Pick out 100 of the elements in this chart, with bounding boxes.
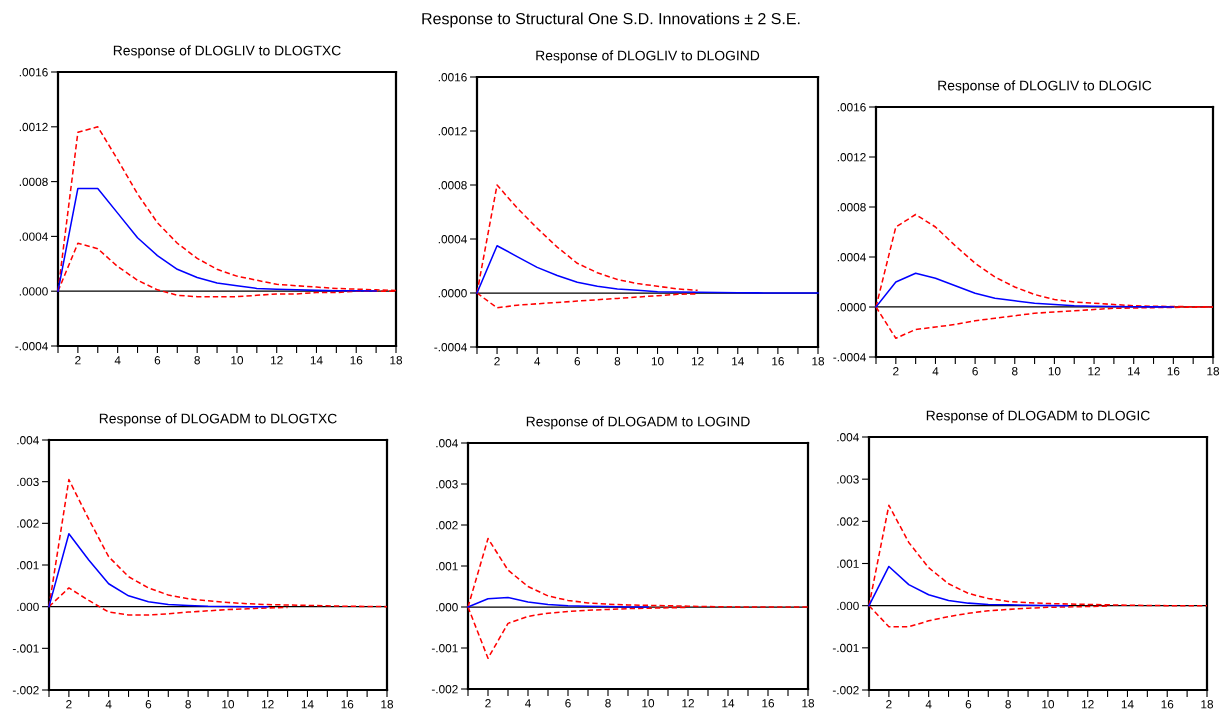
x-tick-label: 8 bbox=[605, 699, 611, 708]
x-tick-label: 2 bbox=[66, 700, 72, 709]
y-tick-label: .000 bbox=[436, 603, 458, 612]
x-tick-label: 12 bbox=[691, 357, 704, 366]
x-tick-label: 14 bbox=[1128, 367, 1140, 376]
y-tick-label: .004 bbox=[436, 439, 458, 448]
y-tick-label: .003 bbox=[17, 477, 39, 487]
x-tick-label: 4 bbox=[105, 700, 112, 709]
x-tick-label: 10 bbox=[1048, 367, 1061, 376]
x-tick-label: 4 bbox=[534, 357, 541, 366]
y-tick-label: .0016 bbox=[19, 68, 48, 77]
y-tick-label: .0000 bbox=[438, 289, 467, 298]
y-tick-label: .002 bbox=[837, 517, 859, 526]
x-tick-label: 16 bbox=[1167, 367, 1180, 376]
y-tick-label: .003 bbox=[436, 480, 458, 489]
y-tick-label: .004 bbox=[837, 433, 859, 442]
x-tick-label: 2 bbox=[494, 357, 500, 366]
x-tick-label: 18 bbox=[802, 699, 815, 708]
x-tick-label: 14 bbox=[310, 356, 323, 365]
y-tick-label: .0012 bbox=[438, 127, 467, 136]
y-tick-label: .0016 bbox=[438, 73, 467, 82]
y-tick-label: .001 bbox=[837, 559, 859, 568]
y-tick-label: -.0004 bbox=[15, 342, 48, 351]
y-tick-label: .001 bbox=[436, 562, 458, 571]
y-tick-label: .0008 bbox=[19, 177, 48, 186]
x-tick-label: 18 bbox=[381, 700, 394, 709]
x-tick-label: 2 bbox=[485, 699, 491, 708]
x-tick-label: 4 bbox=[925, 700, 932, 709]
chart-title: Response of DLOGADM to LOGIND bbox=[526, 416, 750, 430]
y-tick-label: -.0004 bbox=[833, 353, 866, 362]
chart-title: Response of DLOGADM to DLOGIC bbox=[926, 410, 1150, 424]
x-tick-label: 6 bbox=[972, 367, 978, 376]
y-tick-label: -.002 bbox=[832, 686, 859, 695]
y-tick-label: .0000 bbox=[837, 303, 866, 312]
x-tick-label: 10 bbox=[642, 699, 655, 708]
x-tick-label: 10 bbox=[231, 356, 244, 365]
x-tick-label: 18 bbox=[1201, 700, 1214, 709]
chart-title: Response of DLOGLIV to DLOGIND bbox=[536, 50, 760, 64]
y-tick-label: .003 bbox=[837, 475, 859, 484]
x-tick-label: 2 bbox=[75, 356, 81, 365]
y-tick-label: .002 bbox=[17, 519, 39, 528]
y-tick-label: .000 bbox=[837, 601, 859, 611]
y-tick-label: .0016 bbox=[837, 103, 866, 112]
y-tick-label: .001 bbox=[17, 561, 39, 570]
y-tick-label: .004 bbox=[17, 436, 39, 445]
x-tick-label: 10 bbox=[651, 357, 664, 366]
y-tick-label: .0008 bbox=[837, 203, 866, 212]
x-tick-label: 12 bbox=[682, 699, 694, 708]
x-tick-label: 12 bbox=[271, 356, 283, 365]
y-tick-label: -.001 bbox=[12, 644, 39, 653]
y-tick-label: .0004 bbox=[837, 253, 866, 262]
x-tick-label: 8 bbox=[1005, 700, 1011, 709]
x-tick-label: 8 bbox=[1011, 367, 1018, 376]
x-tick-label: 8 bbox=[194, 356, 200, 365]
y-tick-label: .0000 bbox=[19, 287, 48, 296]
x-tick-label: 6 bbox=[574, 357, 581, 366]
y-tick-label: .0012 bbox=[837, 153, 866, 162]
x-tick-label: 4 bbox=[524, 699, 531, 708]
x-tick-label: 12 bbox=[1088, 367, 1101, 376]
y-tick-label: -.0004 bbox=[434, 343, 467, 352]
x-tick-label: 10 bbox=[222, 700, 235, 709]
x-tick-label: 6 bbox=[145, 700, 152, 709]
x-tick-label: 12 bbox=[1082, 700, 1094, 709]
chart-title: Response of DLOGLIV to DLOGTXC bbox=[113, 45, 341, 59]
x-tick-label: 18 bbox=[390, 356, 403, 365]
x-tick-label: 12 bbox=[262, 700, 274, 709]
y-tick-label: -.002 bbox=[431, 685, 458, 694]
x-tick-label: 18 bbox=[1207, 367, 1220, 376]
y-tick-label: .0012 bbox=[19, 122, 48, 132]
y-tick-label: -.001 bbox=[832, 643, 859, 653]
x-tick-label: 8 bbox=[614, 357, 621, 366]
x-tick-label: 4 bbox=[932, 367, 939, 376]
chart-title: Response of DLOGLIV to DLOGIC bbox=[938, 80, 1152, 94]
x-tick-label: 16 bbox=[341, 700, 354, 709]
y-tick-label: .0004 bbox=[438, 235, 467, 244]
x-tick-label: 16 bbox=[762, 699, 775, 708]
y-tick-label: .0008 bbox=[438, 181, 467, 190]
x-tick-label: 16 bbox=[1161, 700, 1174, 709]
x-tick-label: 2 bbox=[886, 700, 892, 709]
y-tick-label: -.001 bbox=[431, 644, 458, 653]
y-tick-label: .002 bbox=[436, 521, 458, 530]
x-tick-label: 16 bbox=[350, 356, 363, 365]
x-tick-label: 10 bbox=[1042, 700, 1055, 709]
x-tick-label: 14 bbox=[732, 357, 744, 366]
x-tick-label: 16 bbox=[772, 357, 784, 366]
x-tick-label: 14 bbox=[1121, 700, 1134, 709]
x-tick-label: 8 bbox=[185, 700, 191, 709]
x-tick-label: 18 bbox=[812, 357, 825, 366]
chart-title: Response of DLOGADM to DLOGTXC bbox=[99, 413, 337, 427]
x-tick-label: 6 bbox=[965, 700, 972, 709]
x-tick-label: 6 bbox=[565, 699, 571, 708]
y-tick-label: -.002 bbox=[12, 686, 39, 695]
x-tick-label: 14 bbox=[722, 699, 735, 708]
text: Response to Structural One S.D. Innovations ± 2 S.E. bbox=[422, 12, 800, 28]
x-tick-label: 6 bbox=[154, 356, 161, 365]
y-tick-label: .0004 bbox=[19, 232, 48, 241]
x-tick-label: 14 bbox=[301, 700, 314, 709]
x-tick-label: 4 bbox=[114, 356, 121, 365]
x-tick-label: 2 bbox=[893, 367, 899, 376]
y-tick-label: .000 bbox=[17, 602, 39, 612]
